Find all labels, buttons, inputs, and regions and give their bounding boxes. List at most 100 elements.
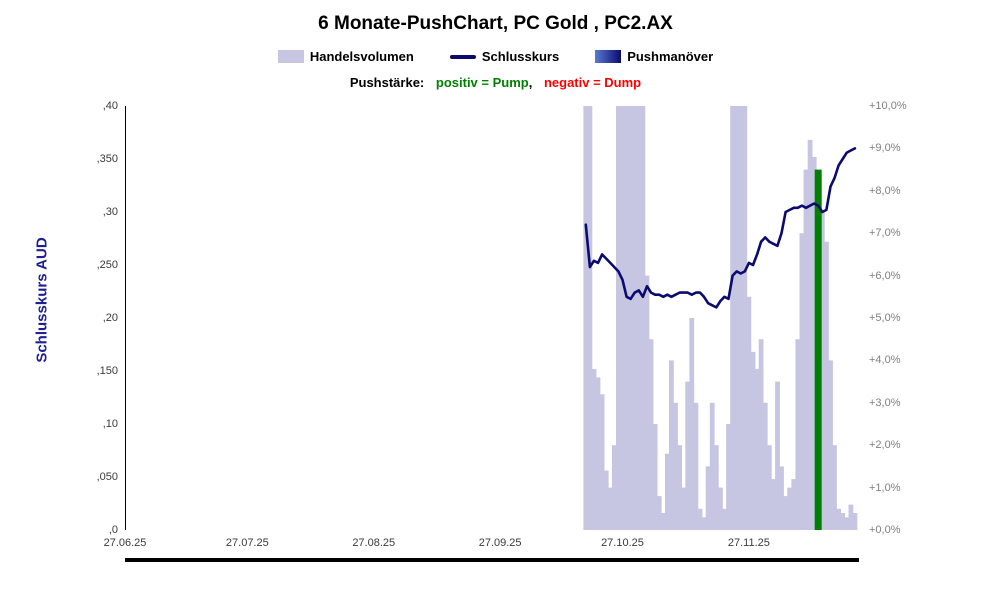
- volume-bar: [632, 106, 638, 530]
- push-bar-pump: [814, 169, 822, 530]
- volume-bar: [730, 106, 735, 530]
- right-axis-tick: +9,0%: [869, 142, 901, 155]
- x-axis-tick: 27.09.25: [478, 537, 522, 549]
- x-axis-tick: 27.08.25: [352, 537, 396, 549]
- right-axis-tick: +8,0%: [869, 184, 901, 197]
- volume-bar: [791, 479, 797, 530]
- volume-bar: [628, 106, 634, 530]
- right-axis-tick: +3,0%: [869, 396, 901, 409]
- y-axis-title: Schlusskurs AUD: [33, 237, 51, 363]
- volume-bar: [636, 106, 642, 530]
- volume-bar: [734, 106, 740, 530]
- legend-item-push: Pushmanöver: [595, 49, 713, 64]
- left-axis-tick: ,10: [102, 418, 118, 430]
- volume-bar: [665, 453, 670, 530]
- volume-bar: [709, 402, 715, 530]
- volume-bar: [689, 318, 695, 530]
- volume-bar: [652, 424, 658, 530]
- volume-bar: [611, 445, 617, 530]
- volume-bar: [718, 487, 723, 530]
- volume-bar: [624, 106, 629, 530]
- volume-bar: [620, 106, 625, 530]
- volume-bar: [832, 445, 837, 530]
- volume-bar: [660, 513, 666, 530]
- push-strength-legend: Pushstärke: positiv = Pump, negativ = Du…: [0, 75, 991, 90]
- volume-bar: [640, 106, 646, 530]
- volume-bar: [681, 487, 687, 530]
- volume-bar: [807, 139, 813, 530]
- volume-bar: [754, 368, 760, 530]
- legend: Handelsvolumen Schlusskurs Pushmanöver: [0, 49, 991, 64]
- x-axis-line: [125, 558, 859, 562]
- right-axis-tick: +0,0%: [869, 524, 901, 536]
- volume-bar: [673, 402, 678, 530]
- volume-bar: [803, 169, 809, 530]
- volume-bar: [799, 233, 805, 530]
- x-axis-tick: 27.10.25: [601, 537, 644, 549]
- volume-bar: [852, 513, 858, 530]
- volume-bar: [701, 517, 707, 530]
- right-axis-tick: +4,0%: [869, 354, 901, 367]
- legend-close-label: Schlusskurs: [481, 49, 560, 64]
- volume-bar: [656, 496, 662, 530]
- left-axis-tick: ,40: [102, 100, 118, 112]
- volume-bar: [836, 508, 841, 530]
- volume-bar: [616, 106, 621, 530]
- volume-bar: [742, 106, 748, 530]
- push-strength-prefix: Pushstärke:: [349, 75, 425, 90]
- volume-bar: [595, 377, 601, 530]
- push-swatch-icon: [595, 50, 622, 63]
- volume-bar: [677, 445, 682, 530]
- volume-bar: [669, 360, 674, 530]
- x-axis-tick: 27.11.25: [727, 537, 770, 549]
- volume-bar: [783, 496, 788, 530]
- chart-plot-area: [125, 106, 858, 530]
- volume-bar: [738, 106, 744, 530]
- push-strength-positive: positiv = Pump: [435, 75, 529, 90]
- volume-bar: [828, 360, 833, 530]
- left-axis-tick: ,050: [96, 471, 118, 483]
- legend-push-label: Pushmanöver: [627, 49, 714, 64]
- x-axis-tick: 27.06.25: [103, 537, 147, 549]
- left-axis-tick: ,30: [102, 206, 118, 218]
- volume-bar: [766, 445, 772, 530]
- right-axis-tick: +1,0%: [869, 481, 901, 494]
- chart-title: 6 Monate-PushChart, PC Gold , PC2.AX: [318, 13, 673, 34]
- right-axis-tick: +10,0%: [869, 100, 907, 112]
- volume-bar: [713, 445, 719, 530]
- volume-bar: [750, 351, 756, 530]
- legend-item-close: Schlusskurs: [449, 49, 560, 64]
- right-axis-tick: +2,0%: [869, 439, 901, 452]
- push-strength-separator: ,: [528, 75, 533, 90]
- left-axis-tick: ,250: [96, 259, 118, 271]
- volume-bar: [685, 381, 691, 530]
- volume-bar: [607, 487, 613, 530]
- left-axis-tick: ,0: [108, 524, 118, 536]
- volume-swatch-icon: [277, 50, 304, 63]
- volume-bar: [758, 339, 764, 530]
- right-axis-tick: +7,0%: [869, 227, 901, 240]
- volume-bar: [591, 368, 597, 530]
- volume-bar: [705, 466, 711, 530]
- volume-bar: [746, 296, 752, 530]
- volume-bar: [848, 504, 854, 530]
- left-axis-tick: ,150: [96, 365, 118, 377]
- legend-item-volume: Handelsvolumen: [277, 49, 414, 64]
- volume-bar: [775, 381, 780, 530]
- volume-bar: [819, 212, 825, 530]
- volume-bar: [779, 466, 784, 530]
- right-axis-tick: +6,0%: [869, 269, 901, 282]
- volume-bar: [587, 106, 593, 530]
- legend-volume-label: Handelsvolumen: [309, 49, 414, 64]
- volume-bar: [844, 517, 850, 530]
- left-axis-tick: ,20: [102, 312, 118, 324]
- x-axis-tick: 27.07.25: [225, 537, 269, 549]
- volume-bar: [762, 402, 768, 530]
- close-line: [584, 147, 857, 309]
- volume-bar: [648, 339, 654, 530]
- volume-bar: [811, 156, 817, 530]
- volume-bar: [583, 106, 589, 530]
- volume-bar: [693, 402, 699, 530]
- close-line-swatch-icon: [449, 54, 476, 59]
